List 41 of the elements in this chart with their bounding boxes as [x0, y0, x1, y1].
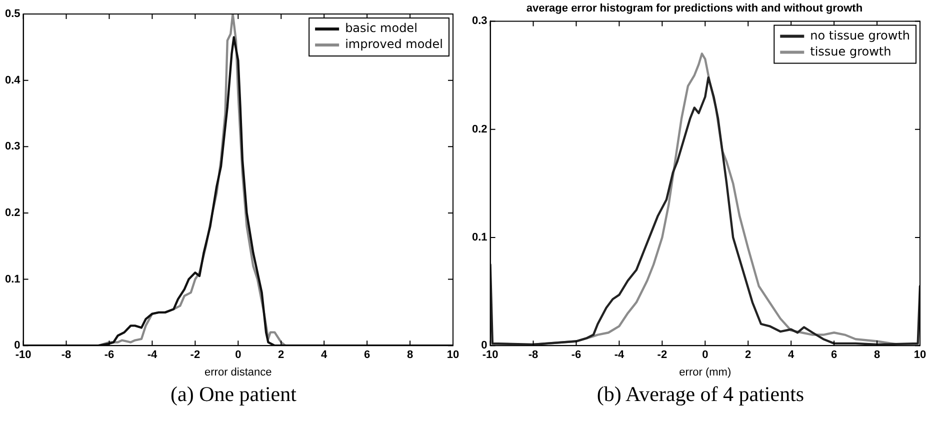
legend-label: no tissue growth — [810, 28, 910, 42]
x-tick-label: 6 — [830, 349, 838, 362]
x-tick-label: 8 — [406, 349, 414, 362]
x-tick-label: 4 — [788, 349, 796, 362]
text: (b) Average of 4 patients — [596, 382, 806, 407]
chart-title: average error histogram for predictions with and without growth — [526, 2, 863, 15]
x-tick-label: 0 — [235, 349, 242, 362]
y-tick-label: 0.1 — [4, 273, 20, 286]
x-tick-label: -8 — [528, 349, 538, 362]
x-tick-label: -6 — [571, 349, 582, 362]
x-tick-label: -8 — [61, 349, 72, 362]
y-tick-label: 0 — [481, 340, 488, 352]
legend-label: improved model — [345, 37, 444, 52]
x-tick-label: 8 — [874, 349, 880, 362]
y-tick-label: 0.4 — [4, 74, 22, 86]
y-tick-label: 0.5 — [4, 8, 20, 20]
x-tick-label: -4 — [614, 349, 625, 362]
y-tick-label: 0.2 — [4, 206, 20, 219]
x-tick-label: -10 — [482, 349, 498, 362]
x-tick-label: 2 — [745, 349, 752, 362]
x-tick-label: -10 — [15, 349, 32, 362]
x-tick-label: -6 — [104, 349, 114, 362]
x-tick-label: -2 — [190, 349, 200, 362]
x-tick-label: -4 — [147, 349, 158, 362]
y-tick-label: 0.1 — [472, 232, 488, 244]
x-tick-label: 4 — [321, 349, 328, 362]
legend-label: basic model — [345, 21, 418, 36]
x-tick-label: 10 — [914, 349, 926, 362]
y-tick-label: 0.3 — [4, 140, 20, 153]
x-axis-title: error distance — [204, 366, 272, 378]
x-tick-label: 0 — [702, 349, 708, 362]
x-tick-label: 6 — [364, 349, 370, 362]
x-tick-label: 2 — [278, 349, 284, 362]
y-tick-label: 0.2 — [472, 123, 488, 136]
x-tick-label: 10 — [446, 349, 460, 362]
text: (a) One patient — [170, 382, 298, 407]
x-tick-label: -2 — [657, 349, 668, 362]
legend-label: tissue growth — [810, 44, 892, 58]
y-tick-label: 0 — [14, 340, 20, 352]
x-axis-title: error (mm) — [679, 366, 732, 378]
y-tick-label: 0.3 — [472, 15, 488, 28]
